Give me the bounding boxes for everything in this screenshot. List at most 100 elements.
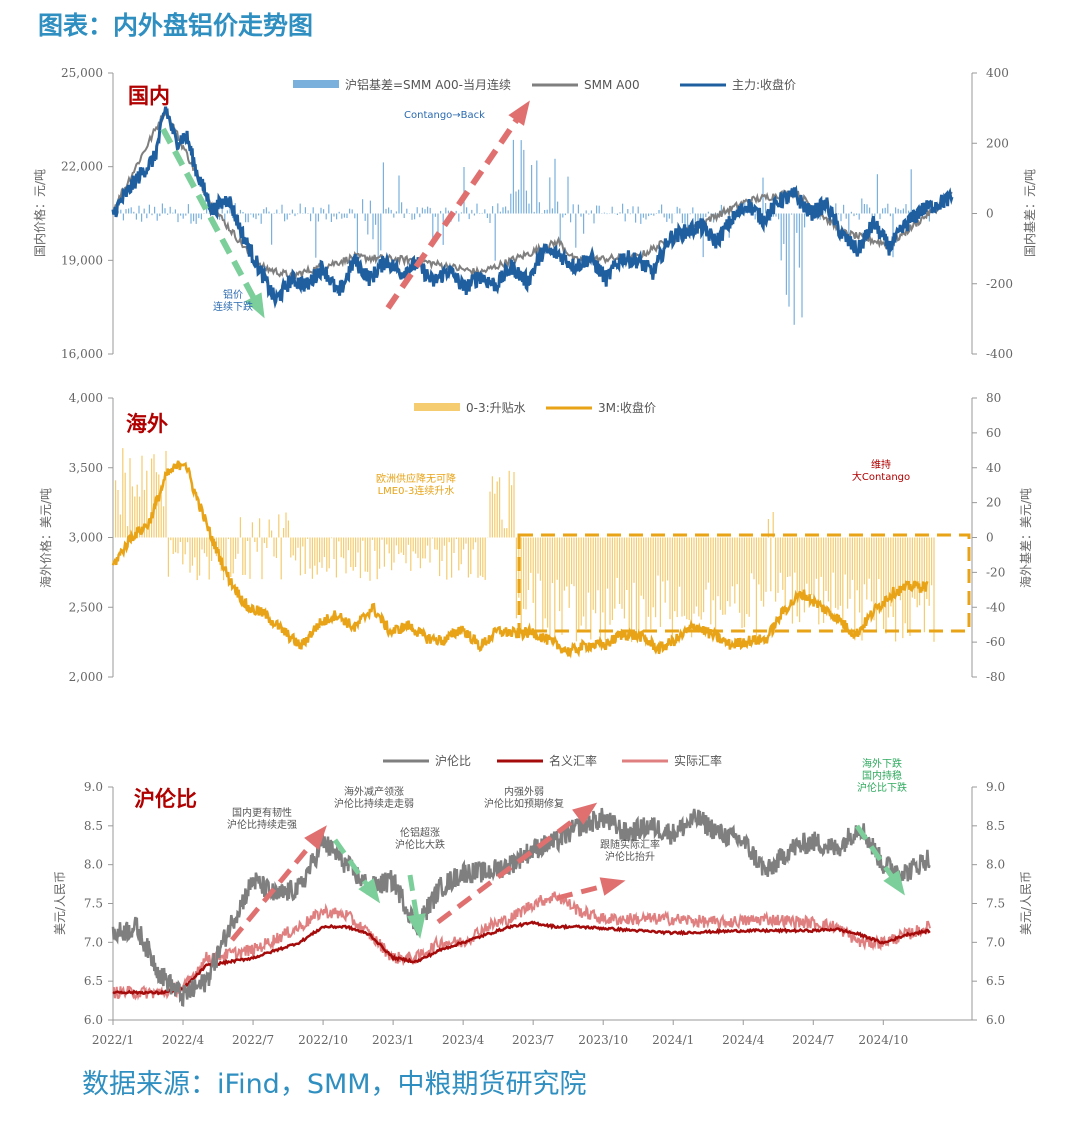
overseas-spread-bar: [919, 537, 921, 606]
overseas-spread-bar: [431, 537, 433, 539]
ratio-y-right-tick-label: 8.5: [986, 819, 1005, 833]
domestic-basis-bar: [590, 210, 592, 214]
overseas-spread-bar: [645, 537, 647, 632]
domestic-basis-bar: [856, 213, 858, 215]
overseas-spread-bar: [491, 476, 493, 538]
overseas-spread-bar: [566, 537, 568, 587]
overseas-spread-bar: [395, 537, 397, 546]
overseas-spread-bar: [350, 537, 352, 568]
overseas-spread-bar: [513, 472, 515, 538]
domestic-basis-bar: [364, 213, 366, 221]
domestic-basis-bar: [598, 205, 600, 214]
domestic-basis-bar: [801, 213, 803, 318]
overseas-spread-bar: [715, 537, 717, 635]
domestic-legend-main-label: 主力:收盘价: [732, 77, 796, 92]
overseas-spread-bar: [683, 537, 685, 616]
domestic-y-left-label: 国内价格：元/吨: [32, 169, 47, 257]
overseas-spread-bar: [446, 537, 448, 580]
overseas-spread-bar: [719, 537, 721, 610]
overseas-y-left-label: 海外价格：美元/吨: [38, 488, 53, 588]
domestic-legend-smm-label: SMM A00: [584, 78, 640, 92]
overseas-spread-bar: [357, 537, 359, 553]
overseas-spread-bar: [489, 491, 491, 538]
domestic-basis-bar: [497, 203, 499, 214]
ratio-arrow-6: [854, 824, 900, 886]
overseas-spread-bar: [407, 537, 409, 545]
overseas-spread-bar: [405, 537, 407, 564]
overseas-spread-bar: [237, 537, 239, 554]
overseas-spread-bar: [611, 537, 613, 620]
overseas-annotation-contango: 维持大Contango: [852, 458, 910, 483]
domestic-basis-bar: [388, 207, 390, 214]
domestic-basis-bar: [642, 213, 644, 218]
overseas-spread-bar: [206, 537, 208, 557]
domestic-basis-bar: [544, 210, 546, 214]
domestic-basis-bar: [687, 213, 689, 233]
overseas-spread-bar: [770, 537, 772, 592]
domestic-basis-bar: [315, 213, 317, 258]
overseas-spread-bar: [825, 537, 827, 591]
overseas-spread-bar: [573, 537, 575, 587]
domestic-basis-bar: [785, 213, 787, 295]
domestic-basis-bar: [622, 203, 624, 214]
domestic-basis-bar: [869, 207, 871, 214]
overseas-spread-bar: [319, 537, 321, 563]
domestic-basis-bar: [515, 191, 517, 214]
overseas-spread-bar: [340, 537, 342, 558]
overseas-spread-bar: [475, 537, 477, 543]
overseas-spread-bar: [134, 496, 136, 538]
domestic-basis-bar: [655, 213, 657, 214]
domestic-basis-bar: [876, 174, 878, 214]
overseas-spread-bar: [657, 537, 659, 576]
overseas-spread-bar: [554, 537, 556, 640]
overseas-legend-spread-label: 0-3:升贴水: [466, 401, 526, 415]
domestic-basis-bar: [367, 213, 369, 235]
overseas-y-right-tick-label: 20: [986, 496, 1001, 510]
overseas-spread-bar: [436, 537, 438, 550]
domestic-basis-bar: [138, 205, 140, 214]
domestic-basis-bar: [606, 213, 608, 215]
domestic-basis-bar: [668, 213, 670, 219]
domestic-basis-bar: [471, 209, 473, 214]
domestic-basis-bar: [476, 203, 478, 214]
ratio-shfe-lme-line: [111, 807, 931, 1007]
domestic-basis-bar: [780, 213, 782, 261]
overseas-annotation-supply: 欧洲供应降无可降 LME0-3连续升水: [376, 472, 456, 497]
overseas-spread-bar: [664, 537, 666, 603]
domestic-basis-bar: [265, 207, 267, 214]
overseas-spread-bar: [196, 537, 198, 581]
ratio-y-right-tick-label: 8.0: [986, 858, 1005, 872]
overseas-spread-bar: [880, 537, 882, 613]
overseas-spread-bar: [268, 519, 270, 538]
data-source: 数据来源：iFind，SMM，中粮期货研究院: [82, 1069, 587, 1100]
ratio-arrow-1-head: [304, 825, 327, 850]
overseas-spread-bar: [424, 537, 426, 559]
overseas-spread-bar: [806, 537, 808, 584]
overseas-spread-bar: [580, 537, 582, 626]
domestic-basis-bar: [338, 211, 340, 214]
domestic-basis-bar: [588, 213, 590, 215]
overseas-spread-bar: [782, 537, 784, 590]
domestic-basis-bar: [577, 204, 579, 214]
domestic-legend-basis-label: 沪铝基差=SMM A00-当月连续: [345, 77, 511, 92]
domestic-basis-bar: [143, 208, 145, 214]
domestic-basis-bar: [466, 207, 468, 214]
overseas-spread-bar: [916, 537, 918, 608]
domestic-legend-basis-swatch: [293, 80, 339, 88]
overseas-spread-bar: [499, 477, 501, 538]
overseas-spread-bar: [376, 537, 378, 580]
overseas-spread-bar: [775, 537, 777, 602]
overseas-spread-bar: [271, 530, 273, 538]
overseas-spread-bar: [635, 537, 637, 633]
domestic-basis-bar: [871, 213, 873, 217]
domestic-basis-bar: [377, 213, 379, 267]
overseas-spread-bar: [559, 537, 561, 612]
overseas-spread-bar: [508, 470, 510, 538]
domestic-basis-bar: [148, 204, 150, 214]
overseas-spread-bar: [374, 537, 376, 551]
overseas-spread-bar: [897, 537, 899, 590]
domestic-basis-bar: [284, 213, 286, 222]
ratio-y-left-tick-label: 9.0: [84, 780, 103, 794]
overseas-spread-bar: [525, 537, 527, 610]
overseas-spread-bar: [578, 537, 580, 632]
